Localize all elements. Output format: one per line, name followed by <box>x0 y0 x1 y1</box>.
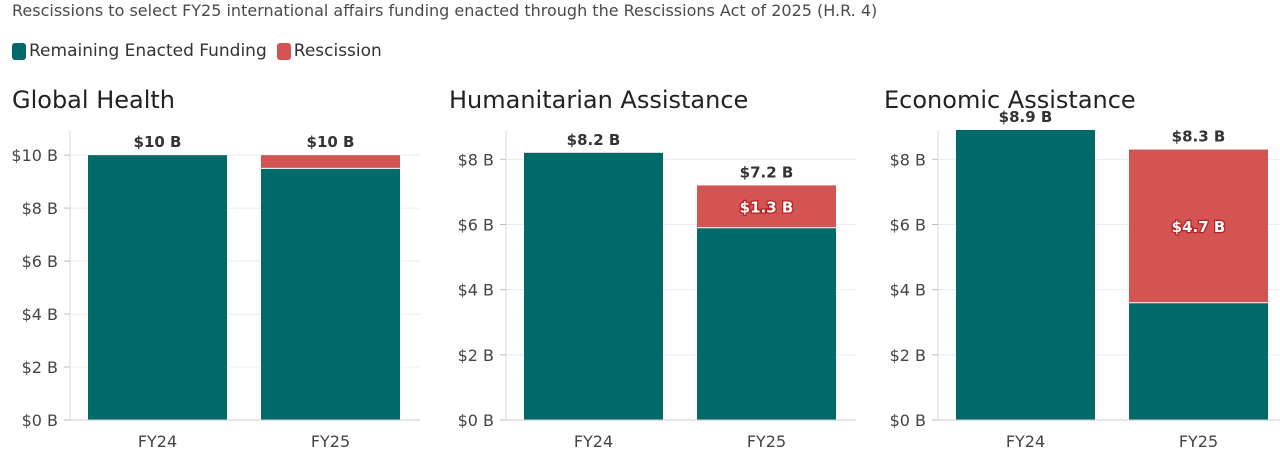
y-tick-label: $2 B <box>890 346 926 365</box>
legend-swatch-remaining <box>12 42 26 60</box>
y-tick-label: $8 B <box>458 150 494 169</box>
chart-humanitarian-assistance: $0 B $2 B $4 B $6 B $8 B $8.2 B FY24 $7.2 B $1.3… <box>458 130 856 451</box>
chart-global-health: $0 B $2 B $4 B $6 B $8 B $10 B $10 B FY24 $10 B F… <box>11 130 420 451</box>
y-tick-label: $0 B <box>458 411 494 430</box>
bar-remaining-fy25 <box>261 168 400 420</box>
rescission-label-fy25: $4.7 B <box>1172 218 1226 236</box>
chart-title-global-health: Global Health <box>12 86 175 114</box>
x-tick-label: FY25 <box>311 432 350 451</box>
y-tick-label: $10 B <box>11 146 58 165</box>
total-label-fy25: $10 B <box>307 133 355 151</box>
y-tick-label: $0 B <box>22 411 58 430</box>
legend-label-remaining: Remaining Enacted Funding <box>29 41 267 61</box>
bar-rescission-fy25 <box>1129 149 1268 303</box>
legend-label-rescission: Rescission <box>293 41 382 61</box>
y-tick-label: $6 B <box>890 215 926 234</box>
bar-rescission-fy25 <box>697 185 836 228</box>
bar-remaining-fy25 <box>697 227 836 420</box>
y-tick-label: $6 B <box>458 215 494 234</box>
y-tick-label: $6 B <box>22 252 58 271</box>
chart-subtitle: Rescissions to select FY25 international… <box>12 1 878 20</box>
y-tick-label: $2 B <box>458 346 494 365</box>
chart-title-humanitarian-assistance: Humanitarian Assistance <box>449 86 749 114</box>
y-tick-label: $4 B <box>458 281 494 300</box>
y-tick-label: $4 B <box>22 305 58 324</box>
legend-item-rescission[interactable]: Rescission <box>276 41 382 61</box>
total-label-fy24: $8.2 B <box>567 131 621 149</box>
y-tick-label: $8 B <box>890 150 926 169</box>
legend-item-remaining[interactable]: Remaining Enacted Funding <box>12 41 267 61</box>
x-tick-label: FY25 <box>1179 432 1218 451</box>
bar-remaining-fy24 <box>524 152 663 420</box>
total-label-fy24: $10 B <box>134 133 182 151</box>
x-tick-label: FY24 <box>1006 432 1045 451</box>
chart-title-economic-assistance: Economic Assistance <box>884 86 1136 114</box>
bar-remaining-fy25 <box>1129 302 1268 420</box>
chart-economic-assistance: $0 B $2 B $4 B $6 B $8 B $8.9 B FY24 $8.3 B $4.7… <box>890 108 1280 451</box>
x-tick-label: FY25 <box>747 432 786 451</box>
bar-rescission-fy25 <box>261 155 400 169</box>
x-tick-label: FY24 <box>138 432 177 451</box>
y-tick-label: $4 B <box>890 281 926 300</box>
x-tick-label: FY24 <box>574 432 613 451</box>
y-tick-label: $0 B <box>890 411 926 430</box>
y-tick-label: $2 B <box>22 358 58 377</box>
y-tick-label: $8 B <box>22 199 58 218</box>
total-label-fy25: $7.2 B <box>740 163 794 181</box>
rescission-label-fy25: $1.3 B <box>740 199 794 217</box>
legend: Remaining Enacted Funding Rescission <box>12 41 392 61</box>
total-label-fy24: $8.9 B <box>999 108 1053 126</box>
bar-remaining-fy24 <box>88 155 227 420</box>
legend-swatch-rescission <box>276 42 291 60</box>
total-label-fy25: $8.3 B <box>1172 128 1226 146</box>
bar-remaining-fy24 <box>956 130 1095 420</box>
